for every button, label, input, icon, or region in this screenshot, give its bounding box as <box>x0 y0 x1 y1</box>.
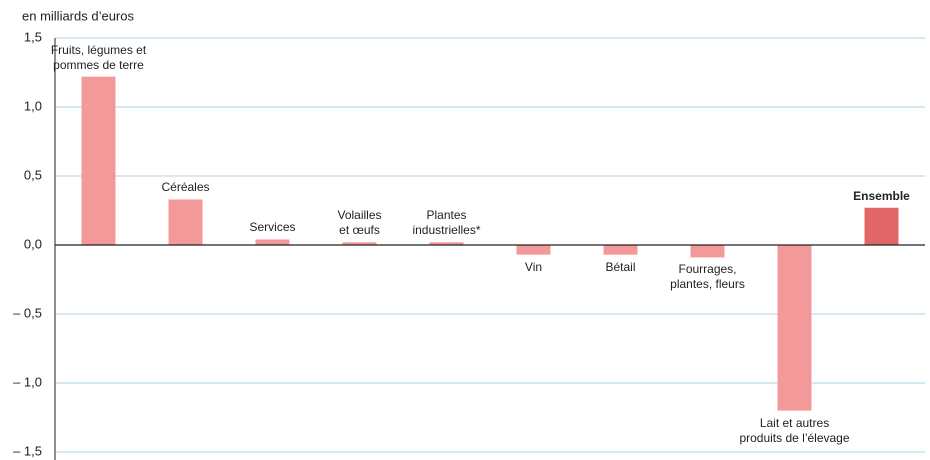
bar <box>81 76 116 245</box>
category-label: Lait et autres produits de l’élevage <box>739 415 850 445</box>
bar <box>168 199 203 245</box>
bar <box>255 239 290 245</box>
bar <box>429 242 464 245</box>
y-tick-label: – 1,5 <box>13 443 42 458</box>
category-label: Volailles et œufs <box>337 208 382 238</box>
y-tick-label: 0,0 <box>24 236 42 251</box>
bar <box>603 245 638 255</box>
category-label: Bétail <box>605 259 636 274</box>
category-label: Ensemble <box>853 188 910 203</box>
y-tick-label: 1,0 <box>24 98 42 113</box>
bar <box>342 242 377 245</box>
category-label: Services <box>249 220 296 235</box>
bar <box>777 245 812 411</box>
bar <box>864 207 899 245</box>
category-label: Fruits, légumes et pommes de terre <box>50 42 147 72</box>
category-label: Plantes industrielles* <box>412 208 481 238</box>
bar <box>516 245 551 255</box>
category-label: Fourrages, plantes, fleurs <box>670 262 745 292</box>
category-label: Vin <box>524 259 543 274</box>
y-axis-label: en milliards d’euros <box>22 8 134 23</box>
y-tick-label: – 1,0 <box>13 374 42 389</box>
y-tick-label: 1,5 <box>24 29 42 44</box>
y-tick-label: – 0,5 <box>13 305 42 320</box>
bar <box>690 245 725 258</box>
y-tick-label: 0,5 <box>24 167 42 182</box>
category-label: Céréales <box>161 180 210 195</box>
